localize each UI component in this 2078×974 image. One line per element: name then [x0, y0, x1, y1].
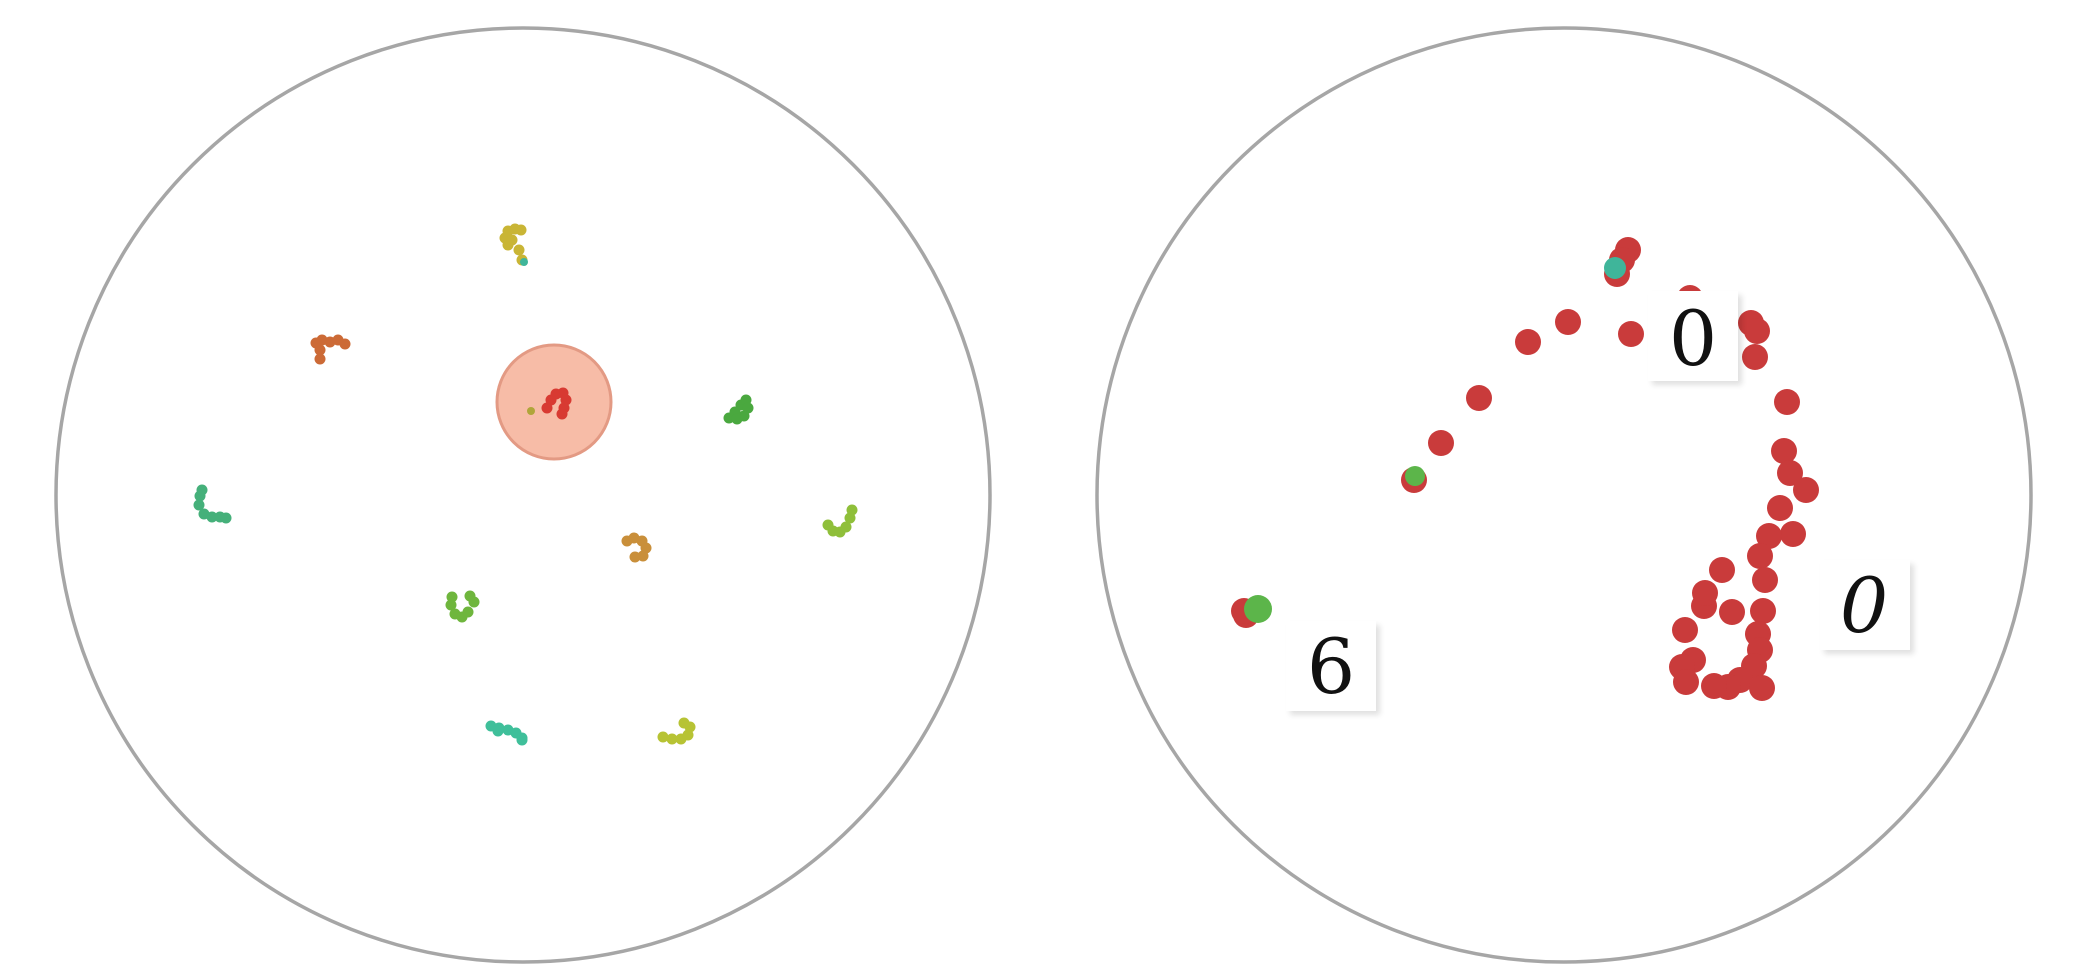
embedding-point-accent — [1405, 466, 1425, 486]
embedding-point — [1692, 580, 1718, 606]
cluster-point — [847, 505, 858, 516]
embedding-point — [1672, 617, 1698, 643]
digit-thumbnail-right[interactable]: 0 — [1820, 560, 1914, 654]
embedding-point — [1673, 669, 1699, 695]
embedding-point — [1752, 567, 1778, 593]
right-panel: 0 0 6 — [1097, 28, 2031, 962]
embedding-point-accent — [1244, 595, 1272, 623]
right-disk-boundary — [1097, 28, 2031, 962]
cluster-point — [493, 726, 504, 737]
embedding-point — [1780, 521, 1806, 547]
embedding-point — [1774, 389, 1800, 415]
embedding-point — [1749, 675, 1775, 701]
embedding-point — [1719, 599, 1745, 625]
embedding-point — [1744, 318, 1770, 344]
embedding-point — [1750, 598, 1776, 624]
cluster-point — [507, 235, 518, 246]
cluster-point — [197, 485, 208, 496]
embedding-point-accent — [1604, 257, 1626, 279]
left-panel — [56, 28, 990, 962]
embedding-point — [1466, 385, 1492, 411]
cluster-point — [315, 354, 326, 365]
cluster-point — [340, 339, 351, 350]
digit-label: 0 — [1669, 294, 1717, 383]
cluster-point-accent — [527, 407, 535, 415]
cluster-point — [630, 552, 641, 563]
embedding-point — [1701, 673, 1727, 699]
embedding-point — [1767, 495, 1793, 521]
cluster-point — [732, 414, 743, 425]
embedding-point — [1618, 321, 1644, 347]
digit-label: 0 — [1840, 561, 1888, 650]
cluster-point — [221, 513, 232, 524]
cluster-point — [517, 735, 528, 746]
cluster-point — [463, 607, 474, 618]
cluster-point-accent — [520, 258, 528, 266]
cluster-point — [516, 225, 527, 236]
embedding-point — [1793, 477, 1819, 503]
embedding-point — [1709, 557, 1735, 583]
embedding-point — [1771, 438, 1797, 464]
cluster-point — [514, 245, 525, 256]
cluster-point — [679, 718, 690, 729]
embedding-point — [1742, 344, 1768, 370]
embedding-point — [1555, 309, 1581, 335]
digit-thumbnail-top[interactable]: 0 — [1648, 291, 1742, 385]
embedding-point — [1515, 329, 1541, 355]
embedding-point — [1747, 543, 1773, 569]
digit-thumbnail-left[interactable]: 6 — [1286, 621, 1380, 715]
cluster-point — [465, 591, 476, 602]
cluster-point — [557, 409, 568, 420]
embedding-point — [1428, 430, 1454, 456]
digit-label: 6 — [1307, 622, 1355, 711]
